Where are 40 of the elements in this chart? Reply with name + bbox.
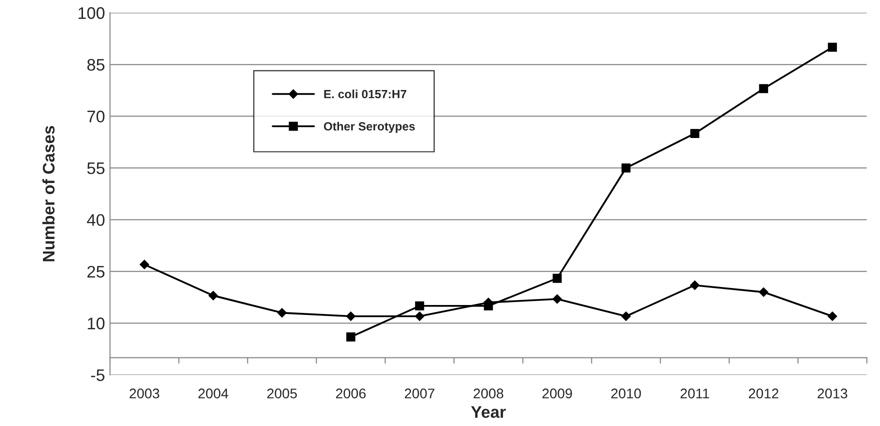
x-tick-label: 2011 bbox=[680, 388, 710, 398]
x-tick-label: 2006 bbox=[336, 388, 366, 398]
point bbox=[414, 311, 425, 322]
y-tick-label: 100 bbox=[78, 7, 104, 19]
point bbox=[690, 280, 700, 290]
point bbox=[277, 308, 287, 318]
y-tick-label: -5 bbox=[91, 369, 104, 382]
x-tick-label: 2004 bbox=[198, 388, 228, 398]
point bbox=[415, 301, 424, 310]
point bbox=[208, 290, 218, 300]
point bbox=[552, 274, 562, 283]
x-axis-title: Year bbox=[471, 406, 506, 418]
y-tick-label: 55 bbox=[87, 162, 104, 174]
point bbox=[552, 294, 562, 304]
x-tick-label: 2012 bbox=[748, 388, 778, 398]
x-tick-label: 2009 bbox=[542, 388, 572, 398]
point bbox=[827, 311, 838, 322]
x-tick-label: 2003 bbox=[130, 388, 160, 398]
point bbox=[346, 332, 356, 342]
point bbox=[828, 42, 837, 52]
x-tick-label: 2013 bbox=[818, 388, 848, 398]
y-tick-label: 25 bbox=[87, 266, 104, 278]
y-axis-title: Number of Cases bbox=[42, 126, 55, 262]
point bbox=[139, 260, 150, 270]
legend-label: Other Serotypes bbox=[324, 122, 415, 133]
point bbox=[346, 311, 356, 322]
x-tick-label: 2007 bbox=[404, 388, 434, 398]
y-tick-label: 10 bbox=[88, 318, 104, 330]
x-tick-label: 2010 bbox=[611, 388, 641, 398]
x-tick-label: 2005 bbox=[267, 388, 297, 398]
point bbox=[759, 84, 768, 94]
y-tick-label: 40 bbox=[86, 214, 104, 226]
y-tick-label: 85 bbox=[87, 58, 104, 71]
point bbox=[621, 163, 631, 172]
point bbox=[758, 287, 769, 298]
point bbox=[690, 128, 700, 138]
x-tick-label: 2008 bbox=[474, 388, 504, 398]
legend-label: E. coli 0157:H7 bbox=[324, 90, 406, 98]
point bbox=[621, 311, 631, 322]
y-tick-label: 70 bbox=[87, 110, 104, 122]
